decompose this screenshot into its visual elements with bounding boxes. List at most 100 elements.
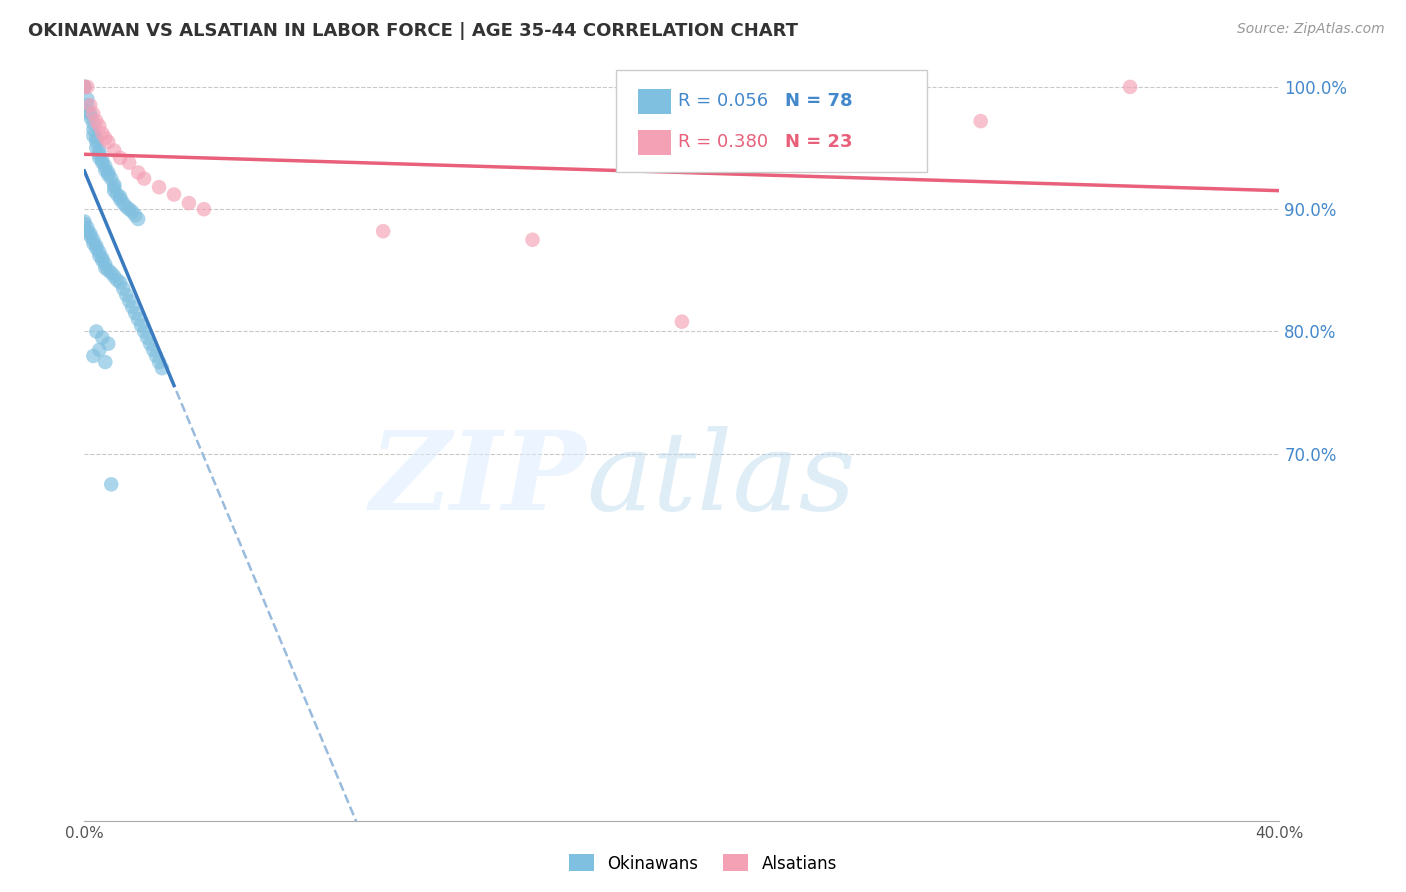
- Okinawans: [76, 220, 98, 235]
- Okinawans: [100, 477, 122, 491]
- Alsatians: [82, 107, 104, 121]
- Alsatians: [127, 165, 149, 179]
- Okinawans: [94, 163, 117, 178]
- Okinawans: [118, 202, 141, 217]
- Alsatians: [177, 196, 200, 211]
- Okinawans: [79, 111, 101, 125]
- Okinawans: [91, 153, 114, 168]
- Okinawans: [73, 79, 96, 94]
- Alsatians: [970, 114, 993, 128]
- Okinawans: [115, 200, 138, 214]
- Okinawans: [97, 263, 120, 277]
- Okinawans: [73, 217, 96, 231]
- Alsatians: [91, 127, 114, 141]
- Text: N = 23: N = 23: [785, 133, 852, 151]
- Alsatians: [89, 119, 111, 133]
- Alsatians: [671, 315, 693, 329]
- Okinawans: [76, 224, 98, 238]
- Okinawans: [89, 151, 111, 165]
- Okinawans: [127, 211, 149, 226]
- Legend: Okinawans, Alsatians: Okinawans, Alsatians: [562, 847, 844, 880]
- Okinawans: [97, 336, 120, 351]
- Okinawans: [139, 336, 162, 351]
- Okinawans: [105, 187, 128, 202]
- Okinawans: [82, 117, 104, 131]
- Text: ZIP: ZIP: [370, 425, 586, 533]
- Alsatians: [97, 135, 120, 149]
- Alsatians: [103, 144, 125, 158]
- Okinawans: [110, 190, 132, 204]
- Okinawans: [97, 165, 120, 179]
- Okinawans: [94, 355, 117, 369]
- Okinawans: [86, 135, 108, 149]
- Alsatians: [373, 224, 395, 238]
- FancyBboxPatch shape: [638, 130, 671, 155]
- Okinawans: [145, 349, 167, 363]
- Okinawans: [76, 104, 98, 119]
- Okinawans: [89, 144, 111, 158]
- FancyBboxPatch shape: [616, 70, 927, 172]
- Okinawans: [115, 287, 138, 301]
- Okinawans: [86, 239, 108, 253]
- Alsatians: [1119, 79, 1142, 94]
- Alsatians: [148, 180, 170, 194]
- Okinawans: [79, 229, 101, 244]
- Okinawans: [82, 122, 104, 136]
- Text: N = 78: N = 78: [785, 92, 852, 110]
- Okinawans: [103, 178, 125, 192]
- Alsatians: [76, 79, 98, 94]
- FancyBboxPatch shape: [638, 89, 671, 114]
- Alsatians: [522, 233, 544, 247]
- Okinawans: [73, 214, 96, 228]
- Okinawans: [79, 227, 101, 241]
- Okinawans: [110, 193, 132, 207]
- Okinawans: [110, 276, 132, 290]
- Alsatians: [110, 151, 132, 165]
- Okinawans: [100, 171, 122, 186]
- Alsatians: [193, 202, 215, 217]
- Okinawans: [112, 282, 135, 296]
- Text: atlas: atlas: [586, 425, 856, 533]
- Okinawans: [121, 300, 143, 314]
- Okinawans: [86, 241, 108, 255]
- Okinawans: [86, 131, 108, 145]
- Okinawans: [148, 355, 170, 369]
- Okinawans: [94, 257, 117, 271]
- Okinawans: [89, 147, 111, 161]
- Okinawans: [86, 325, 108, 339]
- Okinawans: [79, 107, 101, 121]
- Okinawans: [89, 343, 111, 357]
- Okinawans: [127, 312, 149, 326]
- Okinawans: [82, 128, 104, 143]
- Okinawans: [142, 343, 165, 357]
- Alsatians: [118, 155, 141, 169]
- Okinawans: [103, 269, 125, 284]
- Okinawans: [91, 253, 114, 268]
- Okinawans: [118, 293, 141, 308]
- Alsatians: [163, 187, 186, 202]
- Alsatians: [79, 98, 101, 112]
- Okinawans: [89, 249, 111, 263]
- Okinawans: [91, 155, 114, 169]
- Okinawans: [82, 233, 104, 247]
- Okinawans: [136, 330, 159, 344]
- Okinawans: [132, 325, 156, 339]
- Okinawans: [89, 244, 111, 259]
- Okinawans: [76, 98, 98, 112]
- Okinawans: [73, 79, 96, 94]
- Okinawans: [103, 180, 125, 194]
- Okinawans: [73, 79, 96, 94]
- Text: R = 0.380: R = 0.380: [678, 133, 769, 151]
- Okinawans: [97, 168, 120, 182]
- Okinawans: [105, 273, 128, 287]
- Text: OKINAWAN VS ALSATIAN IN LABOR FORCE | AGE 35-44 CORRELATION CHART: OKINAWAN VS ALSATIAN IN LABOR FORCE | AG…: [28, 22, 799, 40]
- Okinawans: [129, 318, 152, 333]
- Alsatians: [132, 171, 156, 186]
- Text: R = 0.056: R = 0.056: [678, 92, 769, 110]
- Okinawans: [91, 251, 114, 265]
- Okinawans: [91, 330, 114, 344]
- Okinawans: [94, 160, 117, 174]
- Alsatians: [94, 131, 117, 145]
- Okinawans: [112, 196, 135, 211]
- Okinawans: [76, 92, 98, 106]
